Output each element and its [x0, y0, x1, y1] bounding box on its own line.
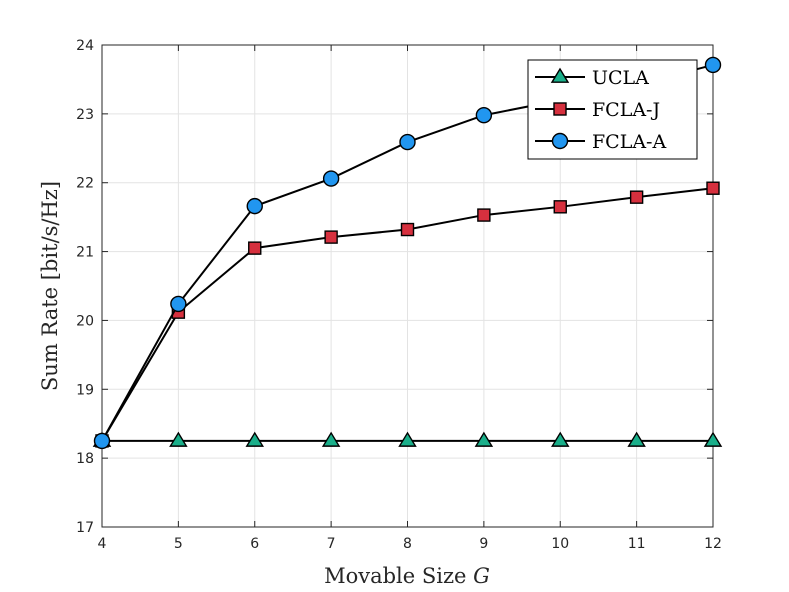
data-point-fcla-j — [400, 222, 415, 237]
x-tick-label: 5 — [174, 536, 183, 552]
data-point-ucla — [398, 431, 417, 447]
legend-label-fcla-a: FCLA-A — [592, 131, 666, 153]
y-tick-label: 23 — [76, 107, 94, 123]
data-point-fcla-j — [553, 200, 567, 214]
data-point-ucla — [169, 431, 188, 447]
data-point-fcla-j — [248, 241, 262, 255]
data-point-fcla-j — [706, 181, 720, 195]
y-tick-label: 17 — [76, 520, 94, 536]
legend-label-ucla: UCLA — [592, 67, 649, 89]
x-tick-label: 8 — [403, 536, 412, 552]
x-tick-label: 11 — [628, 536, 646, 552]
data-point-ucla — [245, 431, 264, 447]
x-axis-label: Movable Size G — [324, 564, 490, 588]
data-point-fcla-a — [399, 133, 416, 151]
y-tick-label: 21 — [76, 245, 94, 261]
y-tick-label: 19 — [76, 382, 94, 398]
data-point-ucla — [703, 431, 723, 447]
legend-label-fcla-j: FCLA-J — [592, 99, 660, 121]
x-tick-label: 12 — [704, 536, 722, 552]
x-tick-label: 10 — [551, 536, 569, 552]
legend: UCLA FCLA-J FCLA-A — [527, 59, 698, 160]
legend-item-ucla: UCLA — [535, 67, 649, 89]
axis-ticks: 4 5 6 7 8 9 10 11 12 17 18 19 20 21 22 23 24 — [76, 38, 722, 552]
y-axis-label: Sum Rate [bit/s/Hz] — [38, 181, 62, 391]
x-tick-label: 4 — [98, 536, 107, 552]
data-point-ucla — [474, 431, 494, 447]
legend-marker-fcla-j — [553, 102, 567, 116]
y-tick-label: 24 — [76, 38, 94, 54]
data-point-fcla-a — [93, 432, 111, 450]
series-fcla-j — [95, 181, 720, 448]
y-tick-label: 20 — [76, 313, 94, 329]
data-point-fcla-a — [704, 56, 722, 74]
legend-marker-ucla — [550, 67, 570, 83]
data-point-fcla-a — [475, 107, 493, 124]
x-tick-label: 9 — [479, 536, 488, 552]
data-point-fcla-j — [324, 230, 338, 244]
legend-marker-fcla-a — [551, 132, 569, 150]
data-point-fcla-a — [170, 295, 187, 313]
data-point-fcla-j — [477, 208, 491, 222]
data-point-ucla — [627, 431, 646, 447]
data-point-ucla — [551, 431, 570, 447]
y-tick-label: 18 — [76, 451, 94, 467]
x-tick-label: 6 — [250, 536, 259, 552]
x-tick-label: 7 — [327, 536, 336, 552]
legend-item-fcla-a: FCLA-A — [535, 131, 666, 153]
data-point-fcla-a — [246, 197, 263, 215]
data-point-ucla — [321, 431, 341, 447]
legend-item-fcla-j: FCLA-J — [535, 99, 660, 121]
y-tick-label: 22 — [76, 176, 94, 192]
data-point-fcla-a — [322, 170, 340, 187]
data-point-fcla-j — [629, 190, 644, 204]
